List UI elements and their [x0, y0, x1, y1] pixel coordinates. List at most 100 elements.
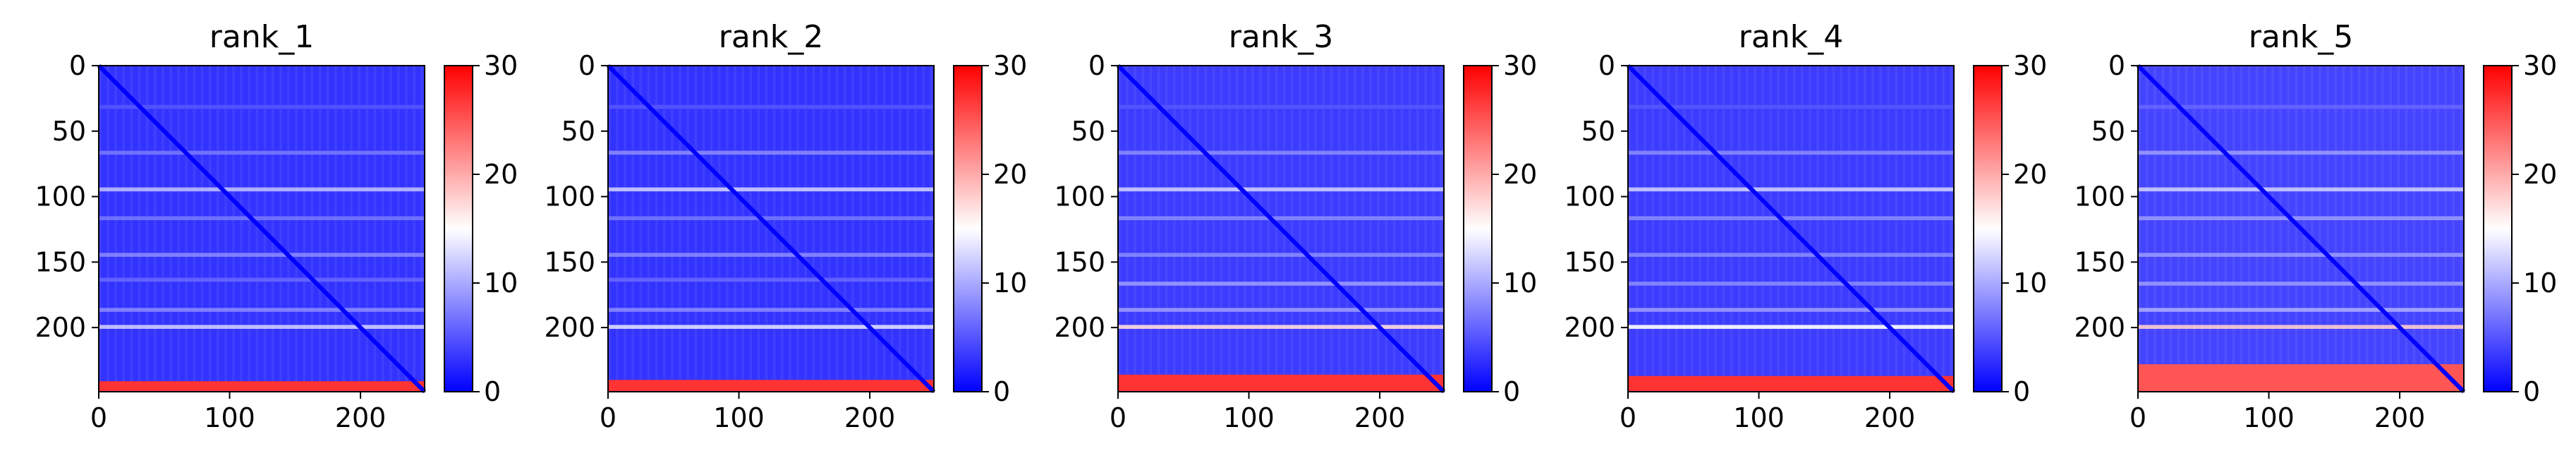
heatmap-texture-column [2350, 66, 2353, 392]
heatmap-texture-column [413, 66, 415, 392]
x-tick-label: 100 [713, 402, 765, 433]
heatmap-texture-column [1864, 66, 1866, 392]
heatmap-stripe-row [608, 216, 934, 220]
y-tick-label: 200 [1564, 312, 1615, 343]
heatmap-texture-column [154, 66, 157, 392]
heatmap-texture-column [1691, 66, 1694, 392]
heatmap-texture-column [2201, 66, 2204, 392]
heatmap-texture-column [334, 66, 337, 392]
heatmap-texture-column [671, 66, 674, 392]
y-tick-label: 200 [1054, 312, 1105, 343]
heatmap-texture-column [2264, 66, 2266, 392]
x-tick-label: 200 [1354, 402, 1406, 433]
heatmap-stripe-row [1628, 216, 1954, 220]
heatmap-texture-column [1809, 66, 1811, 392]
heatmap-texture-column [1401, 66, 1404, 392]
heatmap-panel-2: rank_2 0 50 100 150 200 0 100 200 0 10 20 30 [544, 19, 1027, 433]
heatmap-texture-column [1699, 66, 1701, 392]
x-tick-label: 200 [844, 402, 896, 433]
heatmap-texture-column [303, 66, 305, 392]
heatmap-panel-1: rank_1 0 50 100 150 200 0 100 200 0 10 20 30 [35, 19, 518, 433]
heatmap-texture-column [2193, 66, 2196, 392]
heatmap-stripe-row [2138, 282, 2464, 286]
heatmap-bottom-band [2138, 364, 2464, 392]
x-tick-label: 100 [2243, 402, 2295, 433]
heatmap-texture-column [177, 66, 180, 392]
colorbar [444, 66, 473, 392]
heatmap-stripe-row [99, 151, 425, 155]
panel-title: rank_4 [1739, 19, 1843, 55]
heatmap-stripe-row [99, 105, 425, 109]
colorbar-tick-label: 30 [1503, 50, 1537, 81]
y-tick-label: 50 [561, 116, 595, 147]
heatmap-stripe-row [1628, 105, 1954, 109]
heatmap-texture-column [1409, 66, 1411, 392]
heatmap-texture-column [1919, 66, 1921, 392]
heatmap-stripe-row [1628, 151, 1954, 155]
x-tick-label: 0 [1110, 402, 1126, 433]
heatmap-texture-column [1816, 66, 1819, 392]
heatmap-texture-column [2342, 66, 2345, 392]
x-tick-label: 200 [1864, 402, 1916, 433]
heatmap-texture-column [1275, 66, 1278, 392]
heatmap-texture-column [820, 66, 823, 392]
x-tick-label: 100 [204, 402, 255, 433]
heatmap-texture-column [2405, 66, 2408, 392]
heatmap-texture-column [804, 66, 807, 392]
colorbar-tick-label: 0 [1503, 376, 1520, 407]
heatmap-texture-column [366, 66, 369, 392]
x-tick-label: 100 [1733, 402, 1785, 433]
heatmap-texture-column [217, 66, 219, 392]
heatmap-texture-column [185, 66, 188, 392]
heatmap-texture-column [686, 66, 689, 392]
heatmap-stripe-row [2138, 151, 2464, 155]
heatmap-stripe-row [1118, 188, 1444, 192]
heatmap-texture-column [906, 66, 909, 392]
heatmap-texture-column [1926, 66, 1929, 392]
heatmap-stripe-row [1628, 253, 1954, 257]
heatmap-texture-column [2421, 66, 2424, 392]
y-tick-label: 100 [35, 181, 86, 212]
colorbar-tick-label: 0 [2013, 376, 2030, 407]
heatmap-texture-column [1440, 66, 1442, 392]
heatmap-texture-column [679, 66, 681, 392]
heatmap-texture-column [2334, 66, 2337, 392]
heatmap-texture-column [2389, 66, 2392, 392]
colorbar-tick-label: 10 [2013, 267, 2047, 299]
heatmap-texture-column [2295, 66, 2298, 392]
colorbar-tick-label: 10 [1503, 267, 1537, 299]
heatmap-texture-column [1204, 66, 1207, 392]
heatmap-texture-column [891, 66, 894, 392]
heatmap-texture-column [1832, 66, 1835, 392]
heatmap-bottom-band [608, 380, 934, 392]
colorbar-tick-label: 30 [2523, 50, 2557, 81]
heatmap-texture-column [130, 66, 133, 392]
y-tick-label: 200 [544, 312, 595, 343]
heatmap-texture-column [1299, 66, 1301, 392]
x-tick-label: 0 [1620, 402, 1636, 433]
heatmap-stripe-row [1118, 282, 1444, 286]
colorbar-tick-label: 0 [484, 376, 501, 407]
y-tick-label: 0 [1088, 50, 1105, 81]
heatmap-texture-column [1306, 66, 1309, 392]
heatmap-texture-column [256, 66, 259, 392]
heatmap-texture-column [758, 66, 760, 392]
heatmap-texture-column [2452, 66, 2455, 392]
heatmap-texture-column [1761, 66, 1764, 392]
heatmap-texture-column [1746, 66, 1749, 392]
y-tick-label: 50 [1581, 116, 1615, 147]
heatmap-texture-column [2444, 66, 2447, 392]
heatmap-texture-column [828, 66, 831, 392]
heatmap-stripe-row [1628, 325, 1954, 329]
heatmap-texture-column [162, 66, 164, 392]
heatmap-texture-column [1895, 66, 1898, 392]
heatmap-texture-column [382, 66, 384, 392]
y-tick-label: 0 [1598, 50, 1615, 81]
heatmap-texture-column [1871, 66, 1874, 392]
heatmap-texture-column [899, 66, 901, 392]
heatmap-texture-column [2381, 66, 2384, 392]
heatmap-stripe-row [2138, 253, 2464, 257]
heatmap-texture-column [107, 66, 109, 392]
heatmap-texture-column [1887, 66, 1890, 392]
heatmap-texture-column [867, 66, 870, 392]
